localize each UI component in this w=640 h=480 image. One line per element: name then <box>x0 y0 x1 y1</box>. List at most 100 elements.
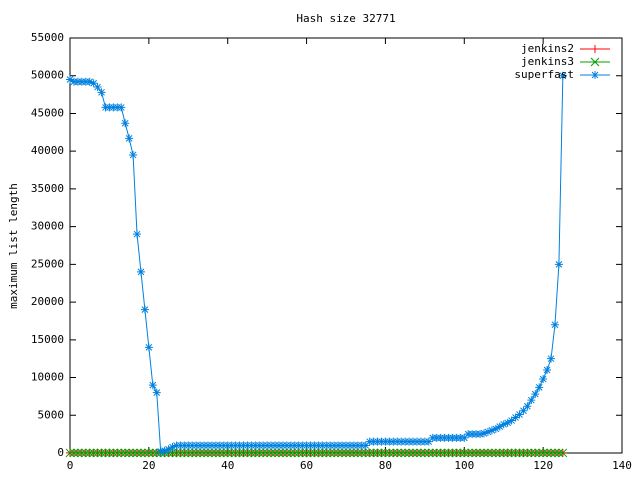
point-marker <box>89 79 98 88</box>
legend-label: jenkins3 <box>521 55 574 68</box>
point-marker <box>172 448 181 458</box>
point-marker <box>207 448 217 458</box>
point-marker <box>195 448 205 458</box>
point-marker <box>361 448 371 458</box>
point-marker <box>164 445 173 454</box>
point-marker <box>278 448 288 458</box>
point-marker <box>385 448 394 458</box>
point-marker <box>310 448 319 458</box>
point-marker <box>519 406 528 415</box>
point-marker <box>480 429 488 438</box>
point-marker <box>369 448 378 458</box>
point-marker <box>546 448 556 458</box>
legend-label: superfast <box>514 68 574 81</box>
point-marker <box>543 366 552 374</box>
point-marker <box>554 260 563 269</box>
point-marker <box>65 448 75 458</box>
point-marker <box>527 396 536 405</box>
point-marker <box>199 448 209 458</box>
point-marker <box>538 448 548 458</box>
point-marker <box>325 448 335 458</box>
point-marker <box>168 442 177 451</box>
point-marker <box>132 448 142 458</box>
point-marker <box>262 448 272 458</box>
point-marker <box>302 448 311 458</box>
point-marker <box>491 448 501 458</box>
point-marker <box>286 448 296 458</box>
point-marker <box>239 448 248 458</box>
point-marker <box>329 448 339 458</box>
point-marker <box>542 448 552 458</box>
point-marker <box>266 448 276 458</box>
legend-marker <box>591 71 599 79</box>
point-marker <box>129 150 138 159</box>
point-marker <box>550 448 560 458</box>
point-marker <box>432 448 442 458</box>
point-marker <box>124 448 134 458</box>
point-marker <box>459 448 469 458</box>
y-tick-label: 25000 <box>31 257 64 270</box>
y-tick-label: 5000 <box>38 408 65 421</box>
point-marker <box>495 448 505 458</box>
x-tick-label: 20 <box>142 459 155 472</box>
point-marker <box>243 448 252 458</box>
point-marker <box>160 446 169 455</box>
point-marker <box>298 448 307 458</box>
point-marker <box>136 267 145 276</box>
point-marker <box>547 354 556 363</box>
point-marker <box>534 448 544 458</box>
point-marker <box>507 416 516 425</box>
point-marker <box>499 448 509 458</box>
point-marker <box>183 448 193 458</box>
point-marker <box>274 448 284 458</box>
point-marker <box>333 448 343 458</box>
x-tick-label: 80 <box>379 459 392 472</box>
point-marker <box>247 448 256 458</box>
point-marker <box>515 448 524 458</box>
point-marker <box>203 448 213 458</box>
point-marker <box>144 343 153 352</box>
point-marker <box>523 402 532 411</box>
point-marker <box>341 448 351 458</box>
point-marker <box>428 448 438 458</box>
y-axis-label: maximum list length <box>7 183 20 309</box>
point-marker <box>93 83 102 92</box>
series-line <box>69 75 564 453</box>
point-marker <box>467 448 477 458</box>
point-marker <box>471 448 481 458</box>
point-marker <box>136 448 146 458</box>
point-marker <box>424 437 433 446</box>
point-marker <box>420 448 430 458</box>
point-marker <box>381 448 390 458</box>
point-marker <box>511 413 520 422</box>
point-marker <box>294 448 304 458</box>
point-marker <box>396 448 406 458</box>
legend-marker <box>590 57 600 67</box>
point-marker <box>491 424 500 433</box>
point-marker <box>440 448 449 458</box>
point-marker <box>530 448 540 458</box>
legend-label: jenkins2 <box>521 42 574 55</box>
point-marker <box>191 448 201 458</box>
x-tick-label: 120 <box>533 459 553 472</box>
point-marker <box>349 448 359 458</box>
point-marker <box>144 448 154 458</box>
point-marker <box>495 422 504 431</box>
point-marker <box>215 448 225 458</box>
point-marker <box>373 448 382 458</box>
y-tick-label: 40000 <box>31 144 64 157</box>
point-marker <box>211 448 221 458</box>
point-marker <box>436 448 445 458</box>
point-marker <box>448 448 457 458</box>
point-marker <box>85 77 94 86</box>
point-marker <box>357 448 367 458</box>
point-marker <box>117 103 126 112</box>
point-marker <box>400 448 410 458</box>
point-marker <box>515 410 524 419</box>
x-tick-label: 60 <box>300 459 313 472</box>
point-marker <box>345 448 355 458</box>
point-marker <box>550 320 559 329</box>
point-marker <box>148 448 158 458</box>
point-marker <box>511 448 520 458</box>
point-marker <box>317 448 327 458</box>
